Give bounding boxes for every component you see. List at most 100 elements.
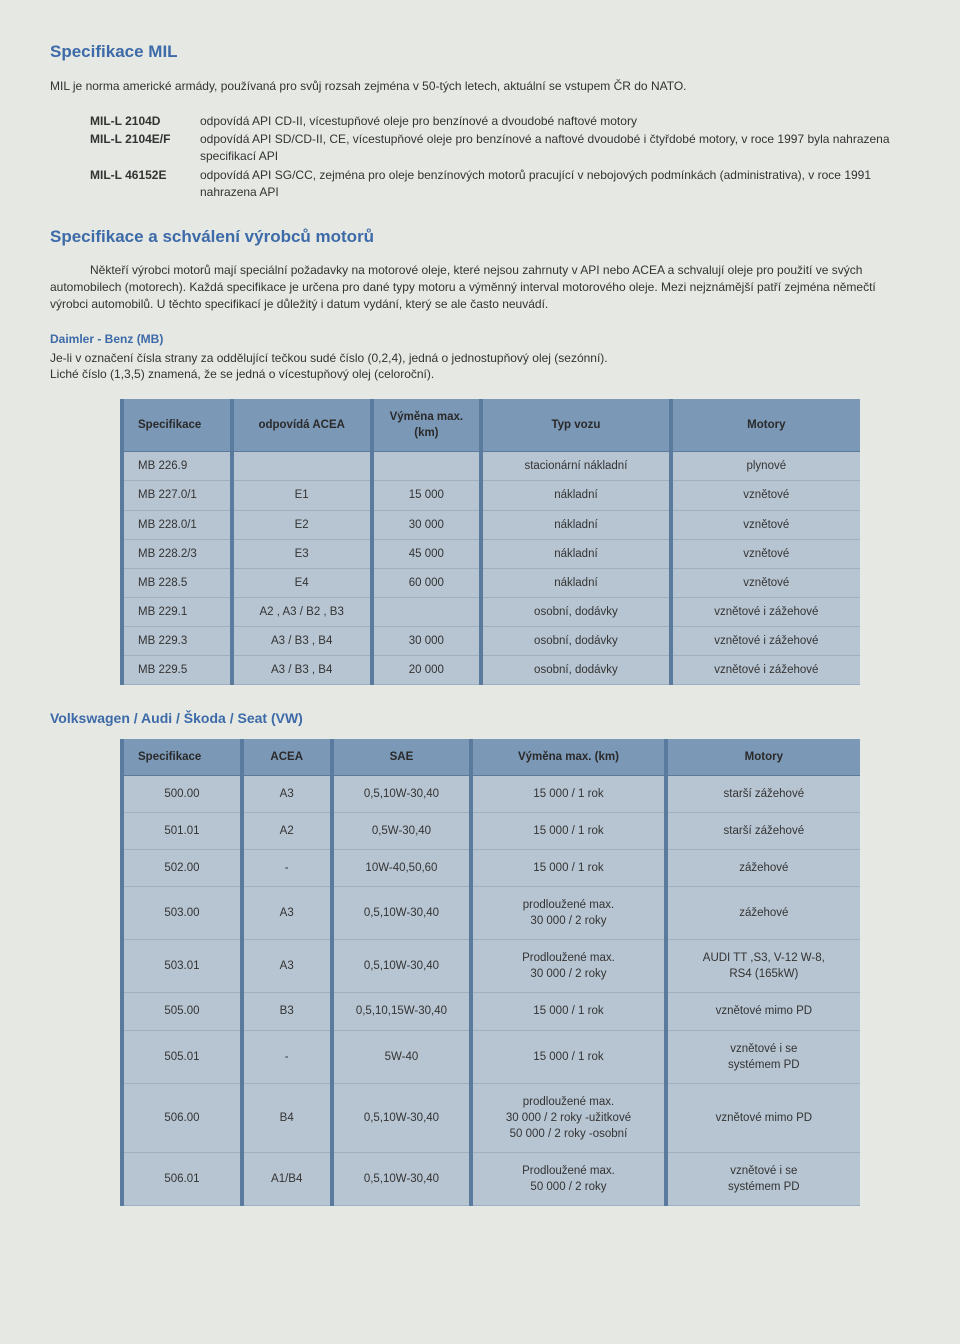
daimler-desc-1: Je-li v označení čísla strany za odděluj…: [50, 350, 910, 367]
table-cell: A3: [242, 775, 332, 812]
table-cell: 0,5,10W-30,40: [332, 1083, 472, 1152]
table-cell: MB 228.5: [122, 568, 232, 597]
table-row: 501.01A20,5W-30,4015 000 / 1 rokstarší z…: [122, 812, 860, 849]
table-cell: 0,5,10W-30,40: [332, 887, 472, 940]
table-cell: A3 / B3 , B4: [232, 656, 372, 685]
mil-definitions: MIL-L 2104Dodpovídá API CD-II, vícestupň…: [90, 113, 910, 201]
table-header: SAE: [332, 739, 472, 776]
table-header: Motory: [671, 399, 860, 452]
table-header: Specifikace: [122, 399, 232, 452]
table-row: MB 229.1A2 , A3 / B2 , B3 osobní, dodávky…: [122, 597, 860, 626]
table-header: Výměna max. (km): [372, 399, 482, 452]
table-cell: E1: [232, 481, 372, 510]
table-cell: nákladní: [481, 481, 670, 510]
table-header: Výměna max. (km): [471, 739, 665, 776]
mil-def-label: MIL-L 2104E/F: [90, 131, 200, 165]
table-row: MB 227.0/1E115 000nákladnívznětové: [122, 481, 860, 510]
table-cell: MB 229.1: [122, 597, 232, 626]
table-row: 502.00-10W-40,50,6015 000 / 1 rokzážehov…: [122, 849, 860, 886]
table-row: MB 229.3A3 / B3 , B430 000osobní, dodávk…: [122, 626, 860, 655]
table-cell: -: [242, 849, 332, 886]
table-cell: vznětové i sesystémem PD: [666, 1153, 860, 1206]
table-cell: 60 000: [372, 568, 482, 597]
table-cell: 30 000: [372, 510, 482, 539]
table-cell: 15 000 / 1 rok: [471, 812, 665, 849]
table-cell: 0,5,10W-30,40: [332, 775, 472, 812]
table-cell: B4: [242, 1083, 332, 1152]
daimler-title: Daimler - Benz (MB): [50, 331, 910, 348]
table-cell: A1/B4: [242, 1153, 332, 1206]
table-cell: Prodloužené max.30 000 / 2 roky: [471, 940, 665, 993]
table-cell: prodloužené max.30 000 / 2 roky: [471, 887, 665, 940]
mil-def-desc: odpovídá API SG/CC, zejména pro oleje be…: [200, 167, 910, 201]
mil-def-row: MIL-L 2104Dodpovídá API CD-II, vícestupň…: [90, 113, 910, 130]
mil-def-desc: odpovídá API SD/CD-II, CE, vícestupňové …: [200, 131, 910, 165]
table-row: MB 229.5A3 / B3 , B420 000osobní, dodávk…: [122, 656, 860, 685]
vw-title: Volkswagen / Audi / Škoda / Seat (VW): [50, 709, 910, 729]
table-cell: MB 228.0/1: [122, 510, 232, 539]
table-cell: 15 000 / 1 rok: [471, 775, 665, 812]
table-cell: E4: [232, 568, 372, 597]
mil-intro: MIL je norma americké armády, používaná …: [50, 78, 910, 95]
table-row: 503.01A30,5,10W-30,40Prodloužené max.30 …: [122, 940, 860, 993]
table-cell: 0,5,10,15W-30,40: [332, 993, 472, 1030]
table-cell: vznětové: [671, 568, 860, 597]
table-cell: 0,5W-30,40: [332, 812, 472, 849]
daimler-desc-2: Liché číslo (1,3,5) znamená, že se jedná…: [50, 366, 910, 383]
table-cell: E3: [232, 539, 372, 568]
table-cell: 506.00: [122, 1083, 242, 1152]
table-cell: plynové: [671, 452, 860, 481]
table-cell: vznětové mimo PD: [666, 1083, 860, 1152]
table-cell: 15 000 / 1 rok: [471, 1030, 665, 1083]
table-cell: A2 , A3 / B2 , B3: [232, 597, 372, 626]
table-cell: A3: [242, 940, 332, 993]
table-cell: [232, 452, 372, 481]
table-cell: 505.01: [122, 1030, 242, 1083]
table-cell: 502.00: [122, 849, 242, 886]
table-row: 505.00B30,5,10,15W-30,4015 000 / 1 rokvz…: [122, 993, 860, 1030]
table-cell: MB 228.2/3: [122, 539, 232, 568]
table-cell: vznětové i sesystémem PD: [666, 1030, 860, 1083]
table-cell: A3 / B3 , B4: [232, 626, 372, 655]
table-header: ACEA: [242, 739, 332, 776]
table-cell: B3: [242, 993, 332, 1030]
table-cell: MB 226.9: [122, 452, 232, 481]
mil-def-desc: odpovídá API CD-II, vícestupňové oleje p…: [200, 113, 910, 130]
table-cell: A3: [242, 887, 332, 940]
table-cell: nákladní: [481, 539, 670, 568]
table-row: 505.01-5W-4015 000 / 1 rokvznětové i ses…: [122, 1030, 860, 1083]
table-cell: vznětové i zážehové: [671, 626, 860, 655]
table-row: MB 228.2/3E345 000nákladnívznětové: [122, 539, 860, 568]
table-cell: starší zážehové: [666, 812, 860, 849]
table-cell: -: [242, 1030, 332, 1083]
table-cell: E2: [232, 510, 372, 539]
table-cell: zážehové: [666, 849, 860, 886]
table-cell: vznětové: [671, 481, 860, 510]
table-header: Typ vozu: [481, 399, 670, 452]
table-cell: 505.00: [122, 993, 242, 1030]
table-cell: MB 229.5: [122, 656, 232, 685]
table-row: 506.00B40,5,10W-30,40prodloužené max.30 …: [122, 1083, 860, 1152]
table-header: Motory: [666, 739, 860, 776]
table-cell: nákladní: [481, 568, 670, 597]
table-cell: vznětové: [671, 510, 860, 539]
table-cell: 503.00: [122, 887, 242, 940]
table-cell: A2: [242, 812, 332, 849]
table-cell: AUDI TT ,S3, V-12 W-8,RS4 (165kW): [666, 940, 860, 993]
table-cell: vznětové mimo PD: [666, 993, 860, 1030]
table-cell: 503.01: [122, 940, 242, 993]
table-row: MB 228.5E460 000nákladnívznětové: [122, 568, 860, 597]
table-cell: MB 227.0/1: [122, 481, 232, 510]
spec-title: Specifikace a schválení výrobců motorů: [50, 225, 910, 249]
table-cell: [372, 452, 482, 481]
table-cell: 506.01: [122, 1153, 242, 1206]
table-cell: 0,5,10W-30,40: [332, 940, 472, 993]
table-cell: prodloužené max.30 000 / 2 roky -užitkov…: [471, 1083, 665, 1152]
table-cell: 30 000: [372, 626, 482, 655]
table-cell: Prodloužené max.50 000 / 2 roky: [471, 1153, 665, 1206]
table-row: 506.01A1/B40,5,10W-30,40Prodloužené max.…: [122, 1153, 860, 1206]
table-cell: MB 229.3: [122, 626, 232, 655]
table-cell: osobní, dodávky: [481, 597, 670, 626]
table-cell: [372, 597, 482, 626]
table-cell: vznětové i zážehové: [671, 597, 860, 626]
